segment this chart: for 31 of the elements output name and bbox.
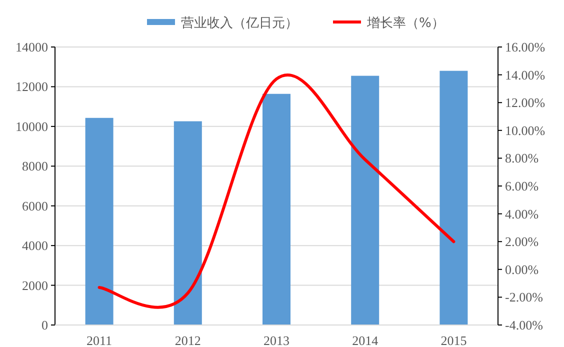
bar bbox=[262, 94, 290, 325]
y2-tick-label: -4.00% bbox=[505, 318, 544, 332]
y2-tick-label: 10.00% bbox=[505, 122, 546, 138]
y2-tick-label: 14.00% bbox=[505, 67, 546, 82]
y2-tick-label: 16.00% bbox=[505, 40, 546, 54]
x-tick-label: 2015 bbox=[440, 333, 467, 347]
y-tick-label: 8000 bbox=[22, 158, 48, 174]
bar bbox=[440, 70, 468, 325]
x-tick-label: 2012 bbox=[174, 333, 201, 347]
x-tick-label: 2014 bbox=[352, 333, 379, 347]
y2-tick-label: 2.00% bbox=[505, 234, 539, 250]
y-tick-label: 10000 bbox=[16, 118, 48, 134]
bar bbox=[85, 118, 114, 325]
y-tick-label: 6000 bbox=[22, 198, 48, 214]
x-tick-label: 2011 bbox=[86, 333, 112, 347]
legend-label: 增长率（%） bbox=[366, 15, 444, 31]
y-tick-label: 4000 bbox=[22, 238, 48, 254]
y-tick-label: 12000 bbox=[16, 79, 48, 94]
y2-tick-label: -2.00% bbox=[505, 290, 544, 305]
y-tick-label: 14000 bbox=[16, 40, 48, 54]
x-tick-label: 2013 bbox=[264, 333, 290, 347]
bar bbox=[351, 76, 380, 325]
y2-tick-label: 4.00% bbox=[505, 206, 539, 222]
y2-tick-label: 0.00% bbox=[505, 262, 539, 277]
y-tick-label: 0 bbox=[42, 318, 48, 332]
y2-tick-label: 12.00% bbox=[505, 95, 546, 110]
y2-tick-label: 8.00% bbox=[505, 150, 539, 166]
y-tick-label: 2000 bbox=[22, 278, 48, 293]
y2-tick-label: 6.00% bbox=[505, 178, 539, 194]
legend-label: 营业收入（亿日元） bbox=[181, 16, 298, 31]
bar bbox=[174, 121, 202, 325]
